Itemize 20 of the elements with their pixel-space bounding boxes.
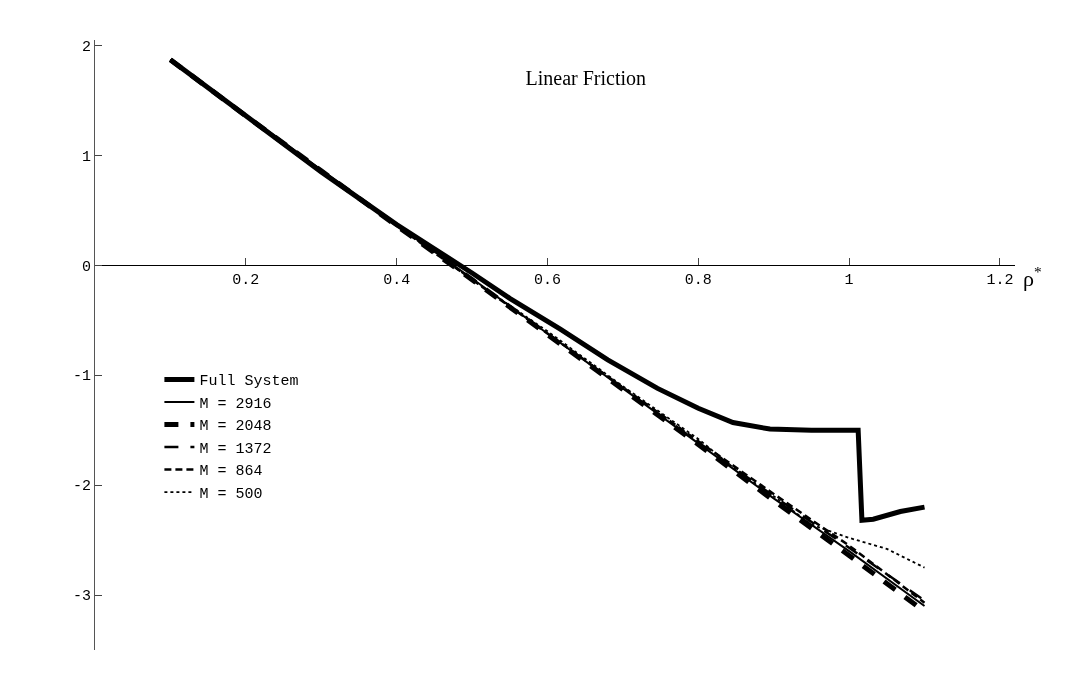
y-tick-label: 1 [81,148,91,166]
legend-label: M = 2916 [199,395,272,413]
y-tick-label: -2 [72,478,91,496]
legend-label: M = 2048 [199,418,272,436]
y-tick-label: -3 [72,588,91,606]
y-tick-label: 2 [81,38,91,56]
legend-label: M = 500 [199,485,263,503]
y-tick-label: -1 [72,368,91,386]
x-axis-title: ρ$^{*}$ [1023,263,1042,292]
legend-label: M = 864 [199,463,263,481]
x-tick-label: 0.2 [232,272,260,290]
legend-label: M = 1372 [199,440,272,458]
x-tick-label: 0.6 [533,272,561,290]
text: Linear Friction [525,66,647,89]
x-tick-label: 1.2 [986,272,1014,290]
y-tick-label: 0 [81,258,91,276]
legend-label: Full System [199,373,299,391]
x-tick-label: 0.4 [383,272,411,290]
x-tick-label: 0.8 [684,272,712,290]
x-tick-label: 1 [844,272,854,290]
